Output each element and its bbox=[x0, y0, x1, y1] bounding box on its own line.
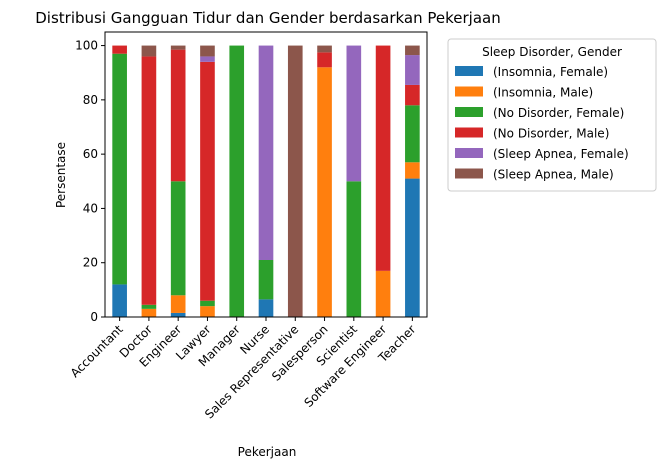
bar-scientist-no-disorder-female bbox=[346, 181, 362, 317]
bar-teacher-no-disorder-female bbox=[405, 105, 420, 163]
bar-doctor-no-disorder-female bbox=[141, 304, 157, 309]
legend-label-no-disorder-male: (No Disorder, Male) bbox=[493, 127, 609, 141]
legend-swatch-no-disorder-male bbox=[455, 127, 483, 138]
y-axis: 0 20 40 60 80 100 bbox=[75, 39, 105, 324]
bar-doctor-sleep-apnea-male bbox=[141, 45, 157, 57]
x-axis: AccountantDoctorEngineerLawyerManagerNur… bbox=[68, 317, 419, 422]
bar-manager-no-disorder-female bbox=[229, 45, 245, 317]
bar-engineer-sleep-apnea-male bbox=[170, 45, 186, 50]
legend-swatch-sleep-apnea-male bbox=[455, 168, 483, 179]
plot-frame bbox=[104, 31, 428, 318]
legend-label-sleep-apnea-female: (Sleep Apnea, Female) bbox=[493, 147, 629, 161]
bar-teacher-sleep-apnea-male bbox=[405, 45, 420, 56]
bar-accountant-no-disorder-female bbox=[112, 53, 127, 285]
legend-swatch-sleep-apnea-female bbox=[455, 148, 483, 158]
legend-swatch-insomnia-female bbox=[455, 66, 483, 76]
bar-engineer-insomnia-male bbox=[170, 295, 186, 313]
bar-salesperson-sleep-apnea-male bbox=[317, 45, 332, 53]
bar-teacher-sleep-apnea-female bbox=[405, 55, 420, 85]
bar-lawyer-insomnia-male bbox=[200, 306, 215, 317]
y-tick-label: 0 bbox=[90, 310, 98, 324]
bar-nurse-no-disorder-female bbox=[258, 260, 274, 300]
legend-title: Sleep Disorder, Gender bbox=[482, 45, 622, 59]
bar-software-engineer-insomnia-male bbox=[375, 270, 391, 317]
bar-teacher-insomnia-female bbox=[405, 178, 420, 317]
y-tick-label: 80 bbox=[83, 93, 98, 107]
legend-frame bbox=[447, 38, 657, 192]
bar-salesperson-no-disorder-male bbox=[317, 52, 332, 68]
bar-software-engineer-no-disorder-male bbox=[375, 45, 391, 271]
y-tick-label: 40 bbox=[83, 201, 98, 215]
legend-label-no-disorder-female: (No Disorder, Female) bbox=[493, 106, 624, 120]
y-tick-label: 100 bbox=[75, 39, 98, 53]
x-axis-label: Pekerjaan bbox=[238, 445, 297, 459]
bar-teacher-insomnia-male bbox=[405, 162, 420, 179]
bar-nurse-sleep-apnea-female bbox=[258, 45, 274, 260]
bar-engineer-no-disorder-female bbox=[170, 181, 186, 296]
bar-lawyer-sleep-apnea-male bbox=[200, 45, 215, 57]
bar-scientist-sleep-apnea-female bbox=[346, 45, 362, 182]
y-axis-label: Persentase bbox=[54, 142, 68, 208]
bar-doctor-insomnia-male bbox=[141, 308, 157, 317]
bar-engineer-no-disorder-male bbox=[170, 49, 186, 182]
y-tick-label: 60 bbox=[83, 147, 98, 161]
legend-label-sleep-apnea-male: (Sleep Apnea, Male) bbox=[493, 168, 614, 182]
legend-items: (Insomnia, Female) (Insomnia, Male) (No Di… bbox=[455, 65, 629, 182]
legend-label-insomnia-male: (Insomnia, Male) bbox=[493, 86, 593, 100]
bar-salesperson-insomnia-male bbox=[317, 67, 332, 317]
bar-engineer-insomnia-female bbox=[170, 312, 186, 317]
y-tick-label: 20 bbox=[83, 256, 98, 270]
legend-swatch-no-disorder-female bbox=[455, 107, 483, 117]
bar-nurse-insomnia-female bbox=[258, 299, 274, 317]
bar-lawyer-sleep-apnea-female bbox=[200, 56, 215, 62]
legend-label-insomnia-female: (Insomnia, Female) bbox=[493, 65, 608, 79]
bar-accountant-insomnia-female bbox=[112, 284, 127, 317]
legend-swatch-insomnia-male bbox=[455, 86, 483, 97]
bar-lawyer-no-disorder-female bbox=[200, 300, 215, 307]
bar-accountant-no-disorder-male bbox=[112, 45, 127, 54]
bar-sales-representative-sleep-apnea-male bbox=[287, 45, 303, 317]
bar-doctor-no-disorder-male bbox=[141, 56, 157, 305]
bars-group bbox=[112, 45, 420, 317]
chart-title: Distribusi Gangguan Tidur dan Gender ber… bbox=[35, 9, 501, 27]
legend: Sleep Disorder, Gender (Insomnia, Female… bbox=[447, 38, 657, 192]
bar-teacher-no-disorder-male bbox=[405, 84, 420, 106]
bar-lawyer-no-disorder-male bbox=[200, 61, 215, 301]
